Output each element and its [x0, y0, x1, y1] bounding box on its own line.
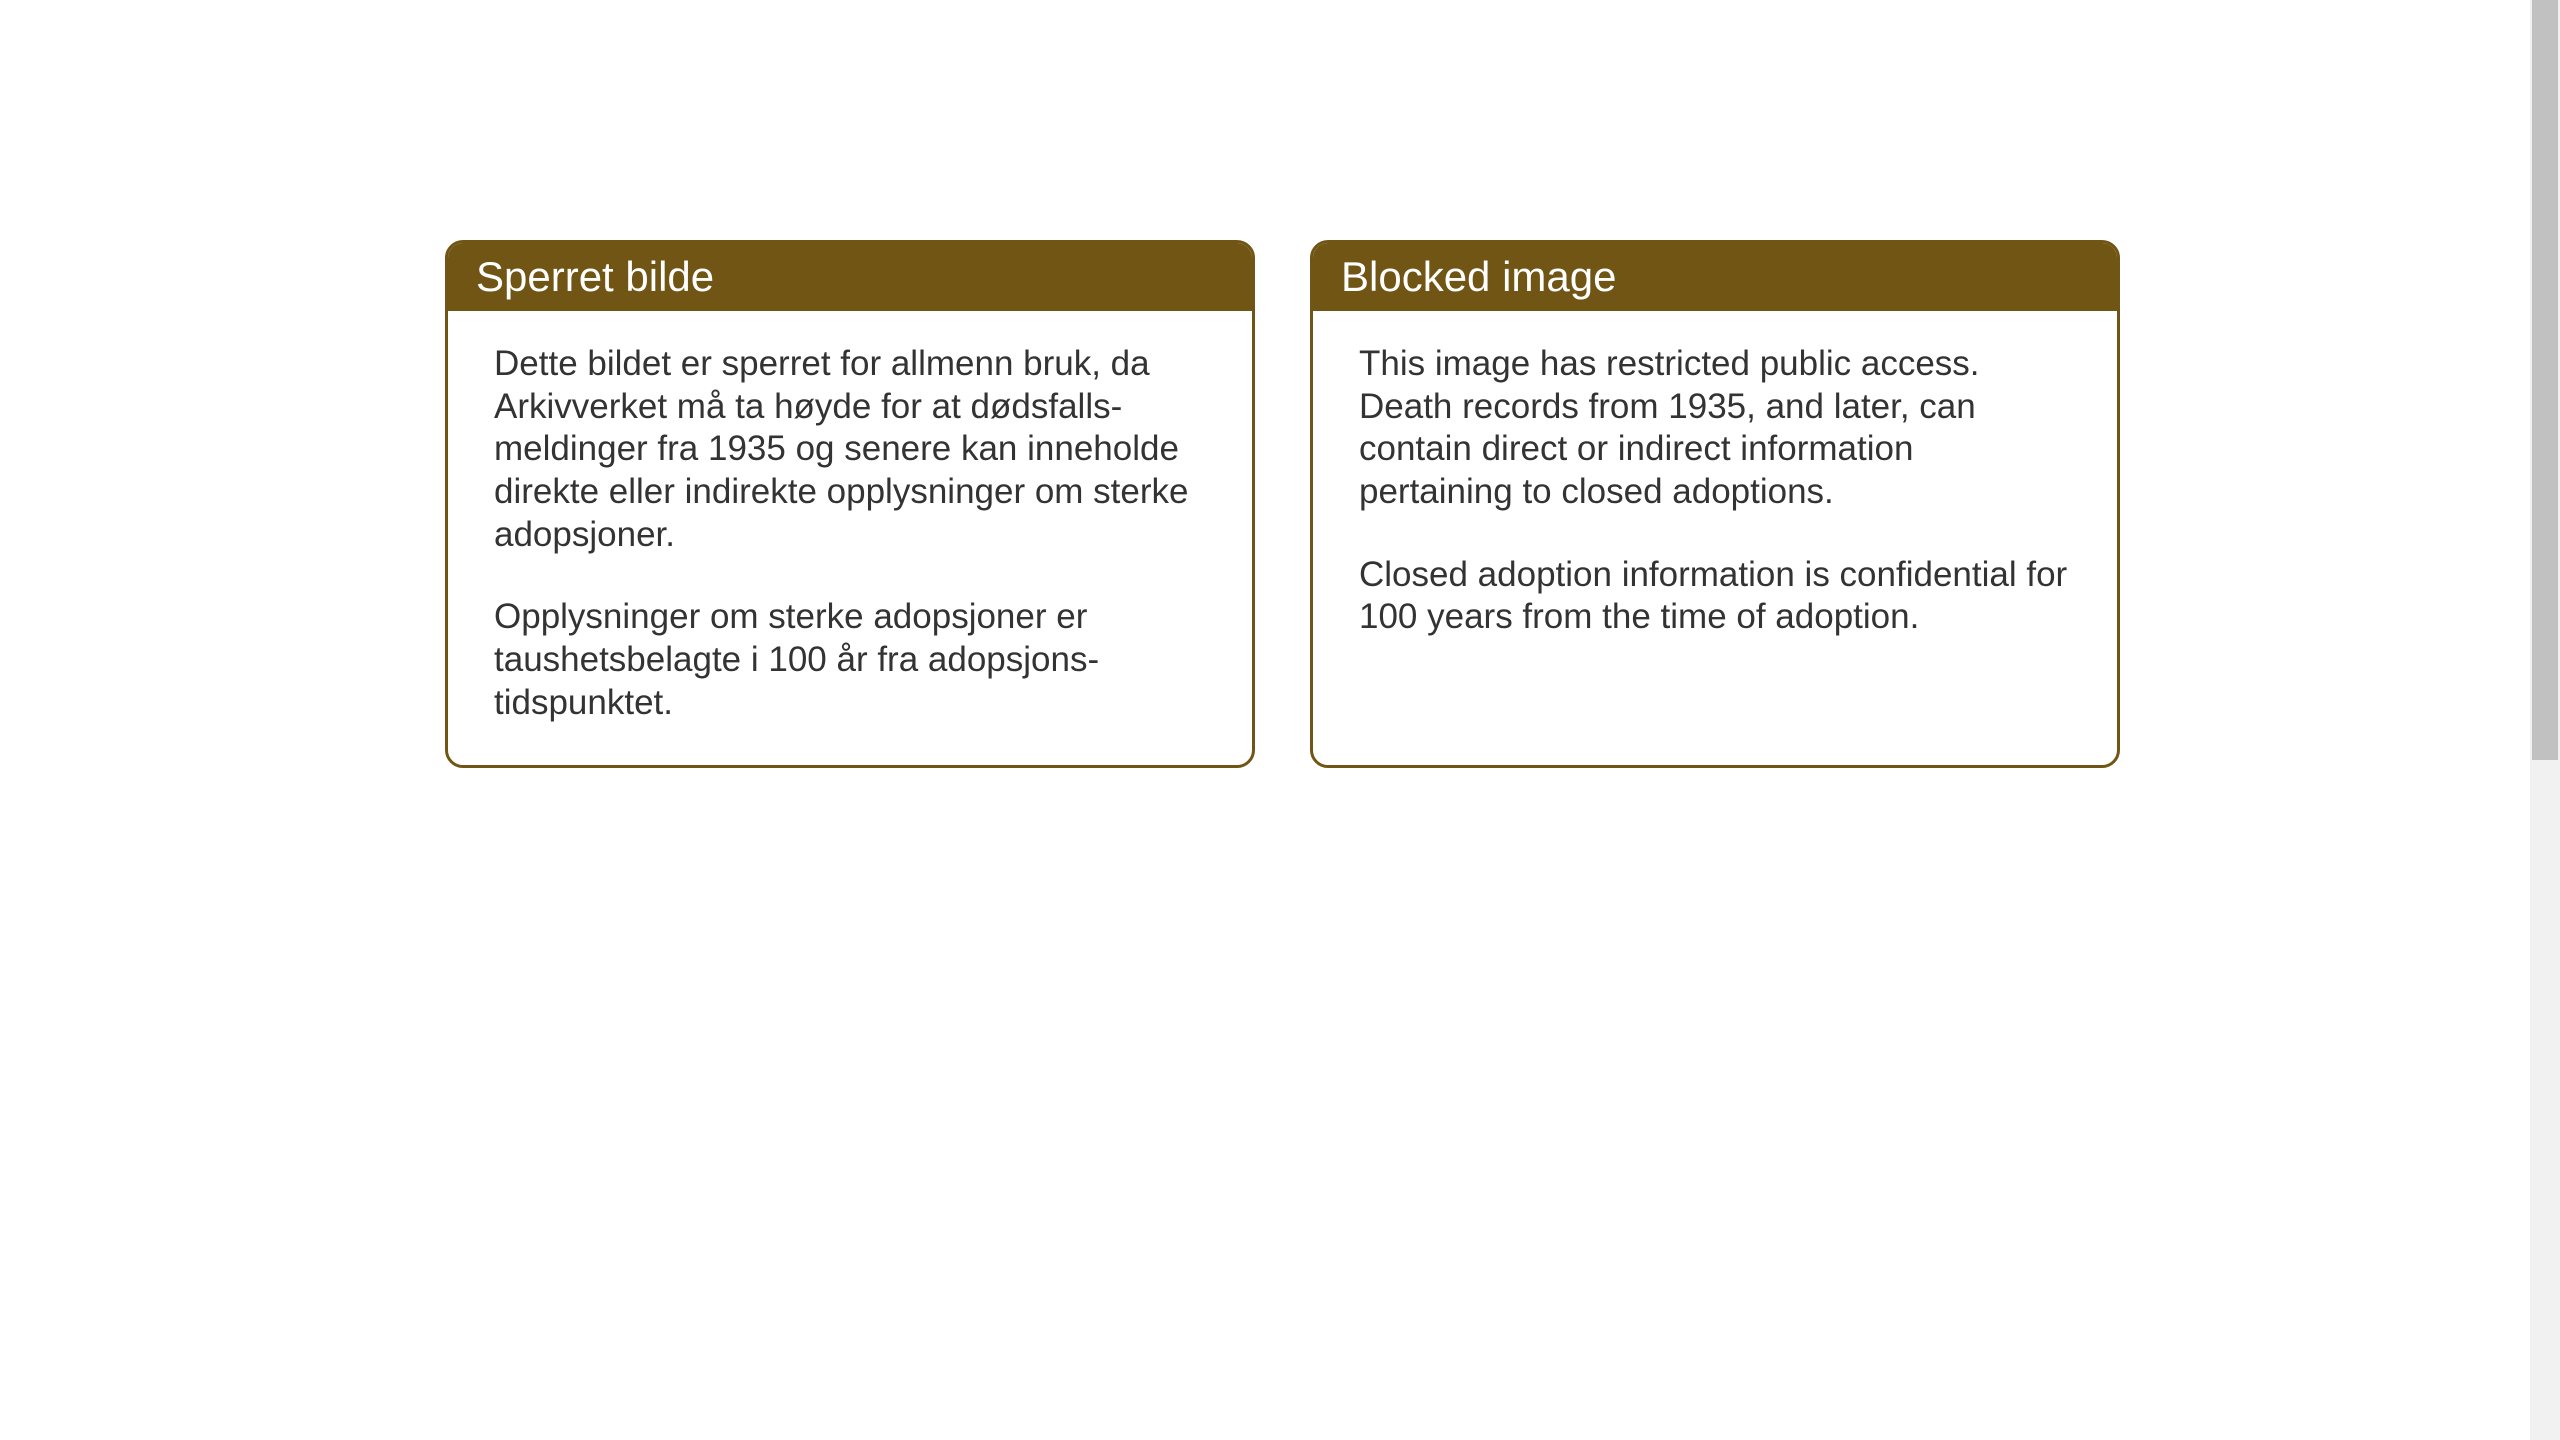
english-card-title: Blocked image [1313, 243, 2117, 311]
english-paragraph-1: This image has restricted public access.… [1359, 343, 2071, 514]
norwegian-card-body: Dette bildet er sperret for allmenn bruk… [448, 311, 1252, 765]
norwegian-paragraph-2: Opplysninger om sterke adopsjoner er tau… [494, 596, 1206, 724]
norwegian-card: Sperret bilde Dette bildet er sperret fo… [445, 240, 1255, 768]
english-card-body: This image has restricted public access.… [1313, 311, 2117, 679]
english-paragraph-2: Closed adoption information is confident… [1359, 554, 2071, 639]
norwegian-paragraph-1: Dette bildet er sperret for allmenn bruk… [494, 343, 1206, 556]
cards-container: Sperret bilde Dette bildet er sperret fo… [445, 240, 2120, 768]
english-card: Blocked image This image has restricted … [1310, 240, 2120, 768]
norwegian-card-title: Sperret bilde [448, 243, 1252, 311]
vertical-scrollbar-track[interactable] [2530, 0, 2560, 1440]
vertical-scrollbar-thumb[interactable] [2532, 0, 2558, 760]
